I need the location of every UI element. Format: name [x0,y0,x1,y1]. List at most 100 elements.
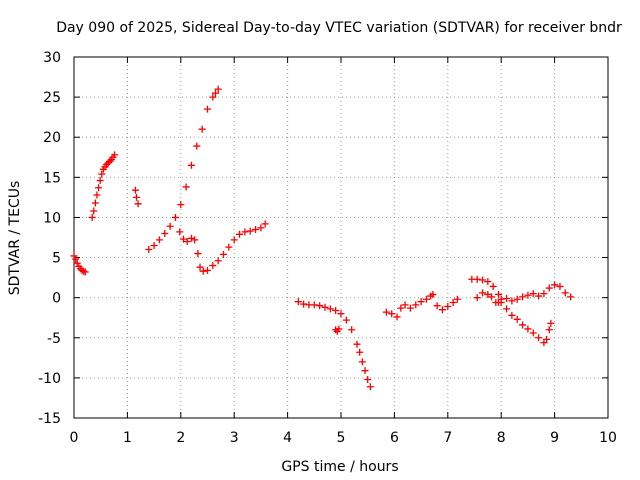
y-tick-label: 5 [52,251,61,267]
data-point [519,321,527,329]
x-tick-label: 9 [550,430,559,446]
data-point [90,207,98,215]
y-tick-label: 30 [43,50,61,66]
data-point [91,199,99,207]
data-point [72,255,80,263]
data-point [261,220,269,228]
data-point [176,228,184,236]
y-tick-label: 0 [52,291,61,307]
data-point [479,276,487,284]
data-point [508,297,516,305]
data-point [547,319,555,327]
data-point [198,125,206,133]
data-point [444,302,452,310]
data-point [88,213,96,221]
data-point [241,228,249,236]
data-point [337,310,345,318]
data-point [214,85,222,93]
data-point [134,200,142,208]
data-point [111,151,119,159]
data-point [393,313,401,321]
data-point [535,334,543,342]
data-point [145,246,153,254]
data-point [246,227,254,235]
x-axis: 0 1 2 3 4 5 6 7 8 9 10 [70,57,617,446]
data-point [479,289,487,297]
data-point [473,275,481,283]
y-tick-label: -10 [38,371,61,387]
data-point [316,302,324,310]
grid [74,57,608,418]
data-point [300,300,308,308]
data-point [417,298,425,306]
data-point [187,161,195,169]
data-point [529,290,537,298]
y-tick-label: 25 [43,90,61,106]
data-point [326,305,334,313]
data-point [449,298,457,306]
y-tick-label: 15 [43,170,61,186]
data-point [353,340,361,348]
data-point [171,213,179,221]
data-point [166,222,174,230]
data-point [78,266,86,274]
x-tick-label: 1 [123,430,132,446]
data-point [397,304,405,312]
data-point [332,326,340,334]
y-tick-label: 20 [43,130,61,146]
data-point [95,184,103,192]
data-point [429,290,437,298]
y-tick-label: -15 [38,411,61,427]
data-point [543,335,551,343]
data-point [212,89,220,97]
data-point [529,329,537,337]
data-point [484,278,492,286]
data-point [524,291,532,299]
data-point [473,294,481,302]
x-tick-label: 4 [283,430,292,446]
data-point [81,268,89,276]
data-point [382,308,390,316]
data-point [412,301,420,309]
data-point [342,316,350,324]
data-point [104,159,112,167]
data-point [364,375,372,383]
data-point [556,282,564,290]
data-point [194,250,202,258]
data-point [366,383,374,391]
data-point [484,290,492,298]
data-point [150,242,158,250]
data-point [131,186,139,194]
data-point [294,298,302,306]
data-point [106,157,114,165]
data-point [567,293,575,301]
data-point [453,295,461,303]
data-point [388,310,396,318]
data-point [332,307,340,315]
x-tick-label: 0 [70,430,79,446]
data-point [545,326,553,334]
data-point [70,252,78,260]
x-tick-label: 5 [337,430,346,446]
data-point [513,315,521,323]
data-point [196,263,204,271]
data-point [155,236,163,244]
x-tick-label: 7 [443,430,452,446]
data-point [361,367,369,375]
data-point [230,236,238,244]
chart-title: Day 090 of 2025, Sidereal Day-to-day VTE… [56,20,622,36]
data-point [214,257,222,265]
x-tick-label: 2 [176,430,185,446]
data-point [433,302,441,310]
data-point [551,281,559,289]
x-tick-label: 6 [390,430,399,446]
data-point [503,294,511,302]
data-point [356,348,364,356]
data-point [179,235,187,243]
data-point [183,238,191,246]
data-point [561,289,569,297]
data-point [535,292,543,300]
data-point [187,234,195,242]
x-axis-label: GPS time / hours [281,459,398,475]
